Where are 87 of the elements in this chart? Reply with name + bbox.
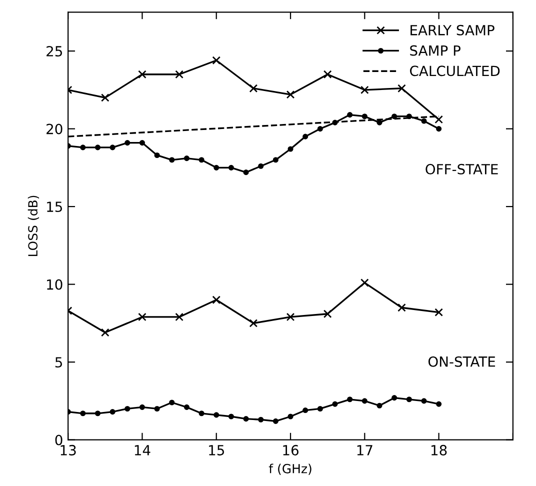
point: [421, 398, 427, 404]
point: [323, 70, 332, 79]
point: [94, 410, 101, 416]
y-tick-label: 20: [46, 124, 62, 134]
y-axis-title: LOSS (dB): [28, 196, 40, 256]
point: [398, 303, 406, 312]
point: [258, 416, 264, 422]
point: [362, 398, 368, 404]
x-tick-label: 14: [134, 445, 150, 456]
point: [214, 412, 220, 418]
point: [376, 402, 382, 408]
point: [332, 401, 338, 407]
point: [392, 395, 398, 401]
point: [100, 328, 110, 337]
point: [317, 406, 323, 412]
point: [258, 163, 264, 169]
point: [80, 410, 86, 416]
x-tick-label: 16: [283, 444, 298, 456]
point: [154, 152, 160, 158]
legend-label: EARLY SAMP: [410, 24, 494, 36]
point: [360, 86, 369, 94]
annotation: OFF-STATE: [426, 164, 498, 174]
y-tick-label: 15: [47, 202, 62, 212]
point: [198, 157, 204, 163]
point: [212, 56, 221, 65]
x-tick-label: 17: [357, 445, 372, 456]
point: [154, 406, 160, 412]
point: [249, 84, 258, 93]
point: [434, 115, 443, 124]
point: [288, 414, 294, 420]
x-tick-label: 15: [209, 445, 224, 456]
point: [110, 144, 116, 150]
y-tick-label: 5: [55, 357, 62, 368]
point: [436, 401, 442, 407]
point: [436, 126, 442, 132]
point: [184, 404, 190, 410]
point: [139, 140, 145, 146]
point: [272, 418, 278, 424]
point: [169, 400, 175, 406]
point: [360, 278, 369, 287]
point: [286, 312, 295, 322]
x-tick-label: 13: [60, 444, 76, 456]
point: [228, 414, 234, 420]
point: [138, 70, 146, 79]
x-axis-title: f (GHz): [268, 464, 312, 475]
point: [228, 164, 234, 170]
legend-label: CALCULATED: [410, 66, 500, 76]
point: [317, 126, 323, 132]
point: [249, 319, 258, 328]
point: [323, 310, 332, 318]
y-tick-label: 0: [55, 434, 62, 446]
point: [302, 134, 308, 140]
point: [376, 120, 382, 126]
point: [347, 112, 353, 118]
point: [175, 70, 184, 79]
point: [198, 410, 204, 416]
point: [100, 94, 110, 102]
y-tick-label: 25: [46, 46, 62, 57]
point: [272, 157, 278, 163]
point: [212, 296, 221, 304]
point: [288, 146, 294, 152]
y-tick-label: 10: [47, 279, 62, 290]
point: [286, 90, 295, 99]
point: [169, 157, 175, 163]
point: [243, 416, 249, 422]
point: [434, 308, 443, 316]
point: [94, 144, 101, 150]
point: [362, 114, 368, 120]
point: [243, 170, 249, 176]
point: [80, 144, 86, 150]
point: [175, 312, 184, 322]
point: [124, 140, 130, 146]
point: [124, 406, 130, 412]
point: [214, 164, 220, 170]
point: [421, 118, 427, 124]
point: [110, 409, 116, 415]
x-tick-label: 18: [431, 444, 447, 456]
point: [139, 404, 145, 410]
point: [398, 84, 406, 93]
annotation: ON-STATE: [428, 356, 496, 367]
legend-label: SAMP P: [410, 45, 460, 56]
point: [184, 156, 190, 162]
point: [406, 396, 412, 402]
point: [138, 312, 146, 322]
point: [392, 114, 398, 120]
point: [302, 408, 308, 414]
point: [347, 396, 353, 402]
